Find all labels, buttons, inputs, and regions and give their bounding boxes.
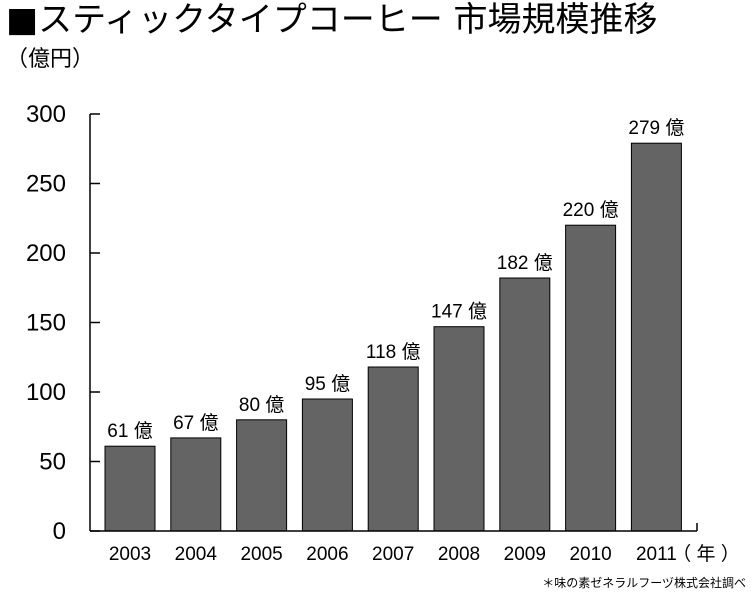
bar-2003 xyxy=(104,445,156,532)
y-tick-label: 50 xyxy=(39,449,66,476)
bar-2009 xyxy=(499,277,551,532)
bars-layer xyxy=(104,142,682,532)
data-label: 61 億 xyxy=(107,420,152,442)
data-label: 182 億 xyxy=(497,252,553,274)
y-tick-label: 100 xyxy=(26,379,66,406)
bar-2005 xyxy=(236,419,288,532)
data-label: 118 億 xyxy=(366,341,421,363)
x-tick-label: 2010 xyxy=(569,544,611,565)
x-tick-label: 2009 xyxy=(504,544,546,565)
y-tick-label: 0 xyxy=(53,518,66,545)
y-tick-label: 150 xyxy=(26,310,66,337)
data-label: 67 億 xyxy=(173,412,218,434)
bar-2008 xyxy=(433,326,485,532)
data-label: 95 億 xyxy=(305,373,350,395)
data-label: 279 億 xyxy=(628,117,684,139)
y-axis-unit-label: （億円） xyxy=(6,47,95,72)
bar-2006 xyxy=(301,398,353,532)
source-note: ＊味の素ゼネラルフーヅ株式会社調べ xyxy=(542,576,746,590)
data-label: 80 億 xyxy=(239,394,284,416)
x-tick-label: 2007 xyxy=(372,544,414,565)
y-tick-label: 200 xyxy=(26,240,66,267)
bar-2004 xyxy=(170,437,222,532)
y-tick-label: 300 xyxy=(26,101,66,128)
labels-layer: 61 億 2003 67 億 2004 80 億 2005 95 億 2006 118 億 200… xyxy=(26,101,684,565)
bar-2010 xyxy=(565,224,617,532)
data-label: 220 億 xyxy=(563,199,619,221)
bar-2011 xyxy=(630,142,682,532)
x-tick-label: 2005 xyxy=(240,544,282,565)
bar-2007 xyxy=(367,366,419,532)
chart-title: ■スティックタイプコーヒー 市場規模推移 xyxy=(6,0,658,40)
x-tick-label: 2004 xyxy=(175,544,218,565)
x-tick-label: 2008 xyxy=(438,544,480,565)
data-label: 147 億 xyxy=(431,301,487,323)
x-tick-label: 2011 xyxy=(636,544,677,565)
x-tick-label: 2006 xyxy=(306,544,348,565)
x-tick-label: 2003 xyxy=(109,544,151,565)
y-tick-label: 250 xyxy=(26,171,66,198)
axes-layer xyxy=(89,113,698,532)
x-axis-unit-label: （ 年 ） xyxy=(672,543,740,565)
